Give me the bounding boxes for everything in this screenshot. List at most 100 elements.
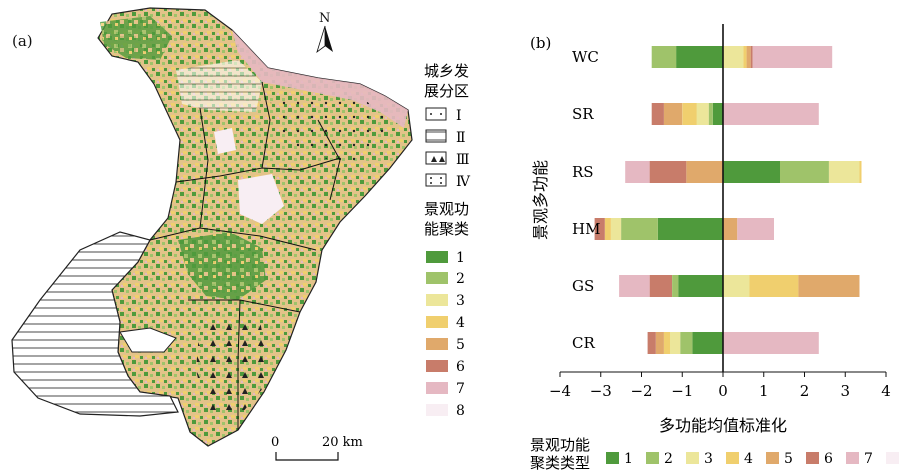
map-green-core [178, 232, 266, 300]
cluster-legend-title-1: 景观功 [424, 200, 469, 218]
bar-segment-HM-3 [610, 218, 622, 240]
bar-segment-CR-2 [680, 332, 693, 354]
legend-swatch-8 [886, 452, 899, 464]
bar-segment-RS-7 [625, 161, 650, 183]
cluster-label-2: 2 [456, 271, 465, 287]
x-axis-label: 多功能均值标准化 [659, 416, 787, 435]
bar-segment-HM-7 [737, 218, 774, 240]
zone-legend-title-1: 城乡发 [424, 62, 469, 80]
cluster-swatch-3 [426, 294, 448, 306]
chart-plot-area: WC SR RS HM GS CR −4 −3 −2 −1 0 1 2 3 4 [549, 24, 891, 400]
x-tick-label: 4 [881, 382, 891, 400]
cluster-label-8: 8 [456, 403, 465, 419]
category-label-RS: RS [572, 163, 594, 181]
bar-segment-WC-2 [651, 46, 677, 68]
x-tick-label: 0 [718, 382, 728, 400]
x-tick-label: −4 [549, 382, 571, 400]
north-label: N [319, 11, 330, 26]
cluster-label-6: 6 [456, 359, 465, 375]
zone-legend: 城乡发 展分区 Ⅰ Ⅱ Ⅲ Ⅳ [424, 62, 471, 190]
map-district-boundaries [149, 81, 341, 430]
category-label-WC: WC [572, 48, 599, 66]
panel-b-label: (b) [530, 34, 551, 52]
bar-segment-RS-3 [829, 161, 860, 183]
legend-label-7: 7 [864, 451, 873, 467]
zone-label-1: Ⅰ [456, 108, 462, 124]
bar-segment-RS-5 [686, 161, 723, 183]
cluster-swatch-1 [426, 251, 448, 263]
bar-segment-GS-3 [723, 275, 750, 297]
bar-segment-GS-5 [798, 275, 860, 297]
bar-segment-RS-1 [723, 161, 780, 183]
x-tick-label: −2 [630, 382, 652, 400]
legend-label-2: 2 [664, 451, 673, 467]
bar-segment-SR-6 [651, 103, 664, 125]
bar-segment-RS-6 [649, 161, 687, 183]
zone-swatch-4 [425, 173, 447, 187]
bar-segment-WC-3 [723, 46, 744, 68]
bar-segment-SR-1 [712, 103, 723, 125]
zone-swatch-2 [425, 129, 447, 143]
cluster-legend: 景观功 能聚类 1 2 3 4 5 6 7 8 [424, 200, 469, 419]
bar-segment-SR-3 [696, 103, 709, 125]
legend-swatch-7 [846, 452, 859, 464]
x-tick-label: −3 [590, 382, 612, 400]
legend-swatch-1 [606, 452, 619, 464]
bar-segment-RS-2 [780, 161, 829, 183]
bar-segment-HM-4 [604, 218, 611, 240]
north-arrow-icon: N [316, 11, 333, 54]
cluster-label-1: 1 [456, 250, 465, 266]
map-zone-hatched-north [176, 60, 262, 112]
legend-swatch-2 [646, 452, 659, 464]
bar-segment-WC-7 [752, 46, 833, 68]
legend-label-3: 3 [704, 451, 713, 467]
map-panel: (a) N [11, 7, 471, 461]
category-label-HM: HM [572, 220, 600, 238]
x-tick-label: 3 [840, 382, 850, 400]
cluster-label-7: 7 [456, 381, 465, 397]
cluster-swatch-2 [426, 272, 448, 284]
bar-segment-SR-2 [708, 103, 713, 125]
scale-bar: 0 20 km [271, 435, 363, 461]
chart-legend-title-2: 聚类类型 [530, 454, 590, 472]
map-urban-patch [214, 128, 236, 154]
bar-segment-WC-1 [676, 46, 723, 68]
legend-swatch-5 [766, 452, 779, 464]
bar-segment-RS-4 [859, 161, 862, 183]
map-zone-hatched [11, 231, 179, 417]
scale-start: 0 [271, 435, 279, 450]
bar-segment-SR-4 [682, 103, 697, 125]
bar-segment-HM-5 [723, 218, 738, 240]
cluster-label-5: 5 [456, 337, 465, 353]
cluster-swatch-5 [426, 338, 448, 350]
cluster-label-3: 3 [456, 293, 465, 309]
legend-label-1: 1 [624, 451, 633, 467]
panel-a-label: (a) [12, 32, 33, 50]
cluster-swatch-4 [426, 316, 448, 328]
bar-segment-GS-4 [749, 275, 799, 297]
map-green-north [100, 16, 172, 60]
map-zone-dots [270, 90, 390, 170]
bar-segment-HM-1 [657, 218, 723, 240]
x-tick-label: 2 [800, 382, 810, 400]
y-axis-label: 景观多功能 [531, 160, 550, 240]
cluster-legend-title-2: 能聚类 [424, 220, 469, 238]
bar-segment-SR-5 [663, 103, 683, 125]
map-lake [119, 327, 177, 353]
bar-segment-HM-2 [621, 218, 658, 240]
scale-end: 20 km [322, 435, 363, 450]
bar-segment-WC-5 [746, 46, 751, 68]
bar-segment-CR-6 [647, 332, 656, 354]
x-tick-label: −1 [671, 382, 693, 400]
bar-segment-GS-6 [649, 275, 672, 297]
zone-swatch-1 [425, 107, 447, 121]
map-zone-triangles [196, 320, 270, 420]
zone-label-3: Ⅲ [456, 152, 470, 168]
bar-segment-CR-5 [655, 332, 664, 354]
legend-label-4: 4 [744, 451, 753, 467]
category-label-SR: SR [572, 105, 594, 123]
legend-label-5: 5 [784, 451, 793, 467]
legend-swatch-6 [806, 452, 819, 464]
